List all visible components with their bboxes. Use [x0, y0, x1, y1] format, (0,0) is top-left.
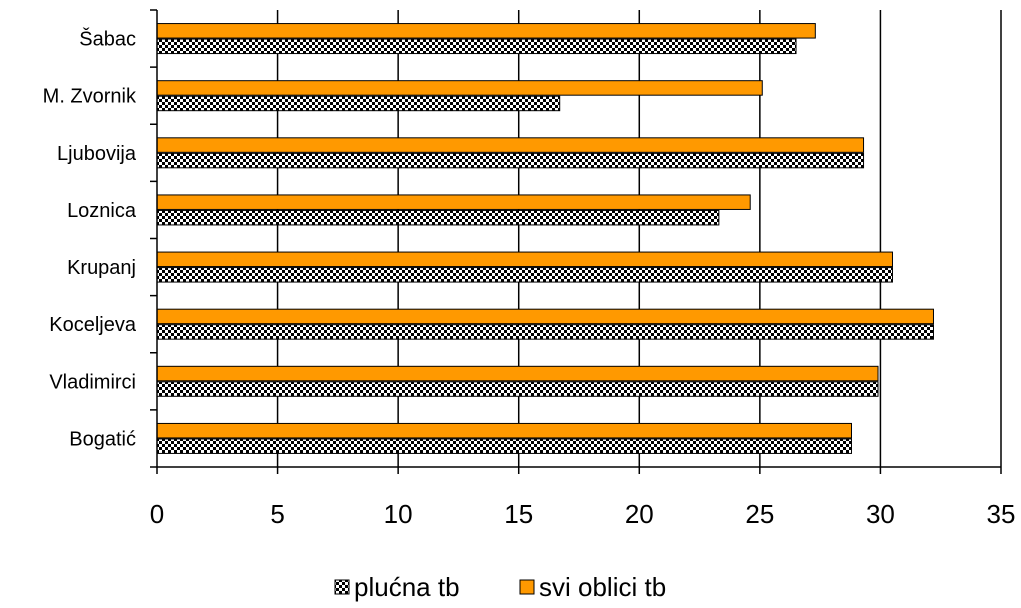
legend: plućna tb svi oblici tb — [334, 572, 666, 602]
bar-plucna-7 — [156, 438, 852, 454]
legend-label-svi-oblici: svi oblici tb — [539, 572, 666, 602]
x-tick-label-20: 20 — [625, 499, 654, 529]
bar-plucna-4 — [156, 267, 893, 283]
bar-svi-oblici-5 — [156, 308, 934, 325]
bar-plucna-6 — [156, 381, 879, 397]
category-label-0: Šabac — [79, 28, 136, 51]
x-tick-label-10: 10 — [384, 499, 413, 529]
labels: 0 5 10 15 20 25 30 35 Šabac M. Zvornik Ljubovija Lo… — [43, 28, 1016, 529]
x-tick-label-25: 25 — [745, 499, 774, 529]
legend-label-plucna: plućna tb — [354, 572, 460, 602]
gridlines — [276, 10, 1002, 467]
bar-svi-oblici-7 — [156, 422, 852, 439]
legend-swatch-plucna — [334, 579, 350, 595]
category-label-4: Krupanj — [67, 257, 136, 279]
bar-plucna-1 — [156, 95, 561, 112]
axes — [150, 9, 1002, 474]
category-label-1: M. Zvornik — [43, 86, 137, 108]
category-label-5: Koceljeva — [49, 314, 137, 336]
bar-svi-oblici-0 — [156, 23, 816, 39]
bar-svi-oblici-6 — [156, 365, 879, 382]
bar-plucna-5 — [156, 324, 934, 340]
legend-swatch-svi-oblici — [519, 579, 535, 595]
bar-svi-oblici-1 — [156, 80, 763, 96]
bars — [156, 23, 934, 454]
bar-plucna-0 — [156, 38, 797, 55]
x-tick-label-30: 30 — [866, 499, 895, 529]
category-label-6: Vladimirci — [49, 371, 136, 393]
bar-plucna-3 — [156, 209, 720, 226]
bar-svi-oblici-4 — [156, 251, 893, 268]
x-tick-label-15: 15 — [504, 499, 533, 529]
bar-plucna-2 — [156, 152, 865, 169]
category-label-3: Loznica — [67, 200, 137, 222]
x-tick-label-35: 35 — [987, 499, 1016, 529]
x-tick-label-5: 5 — [270, 499, 284, 529]
category-label-7: Bogatić — [69, 428, 136, 450]
bar-svi-oblici-3 — [156, 194, 751, 210]
x-tick-label-0: 0 — [150, 499, 164, 529]
bar-svi-oblici-2 — [156, 137, 865, 153]
category-label-2: Ljubovija — [57, 143, 137, 165]
